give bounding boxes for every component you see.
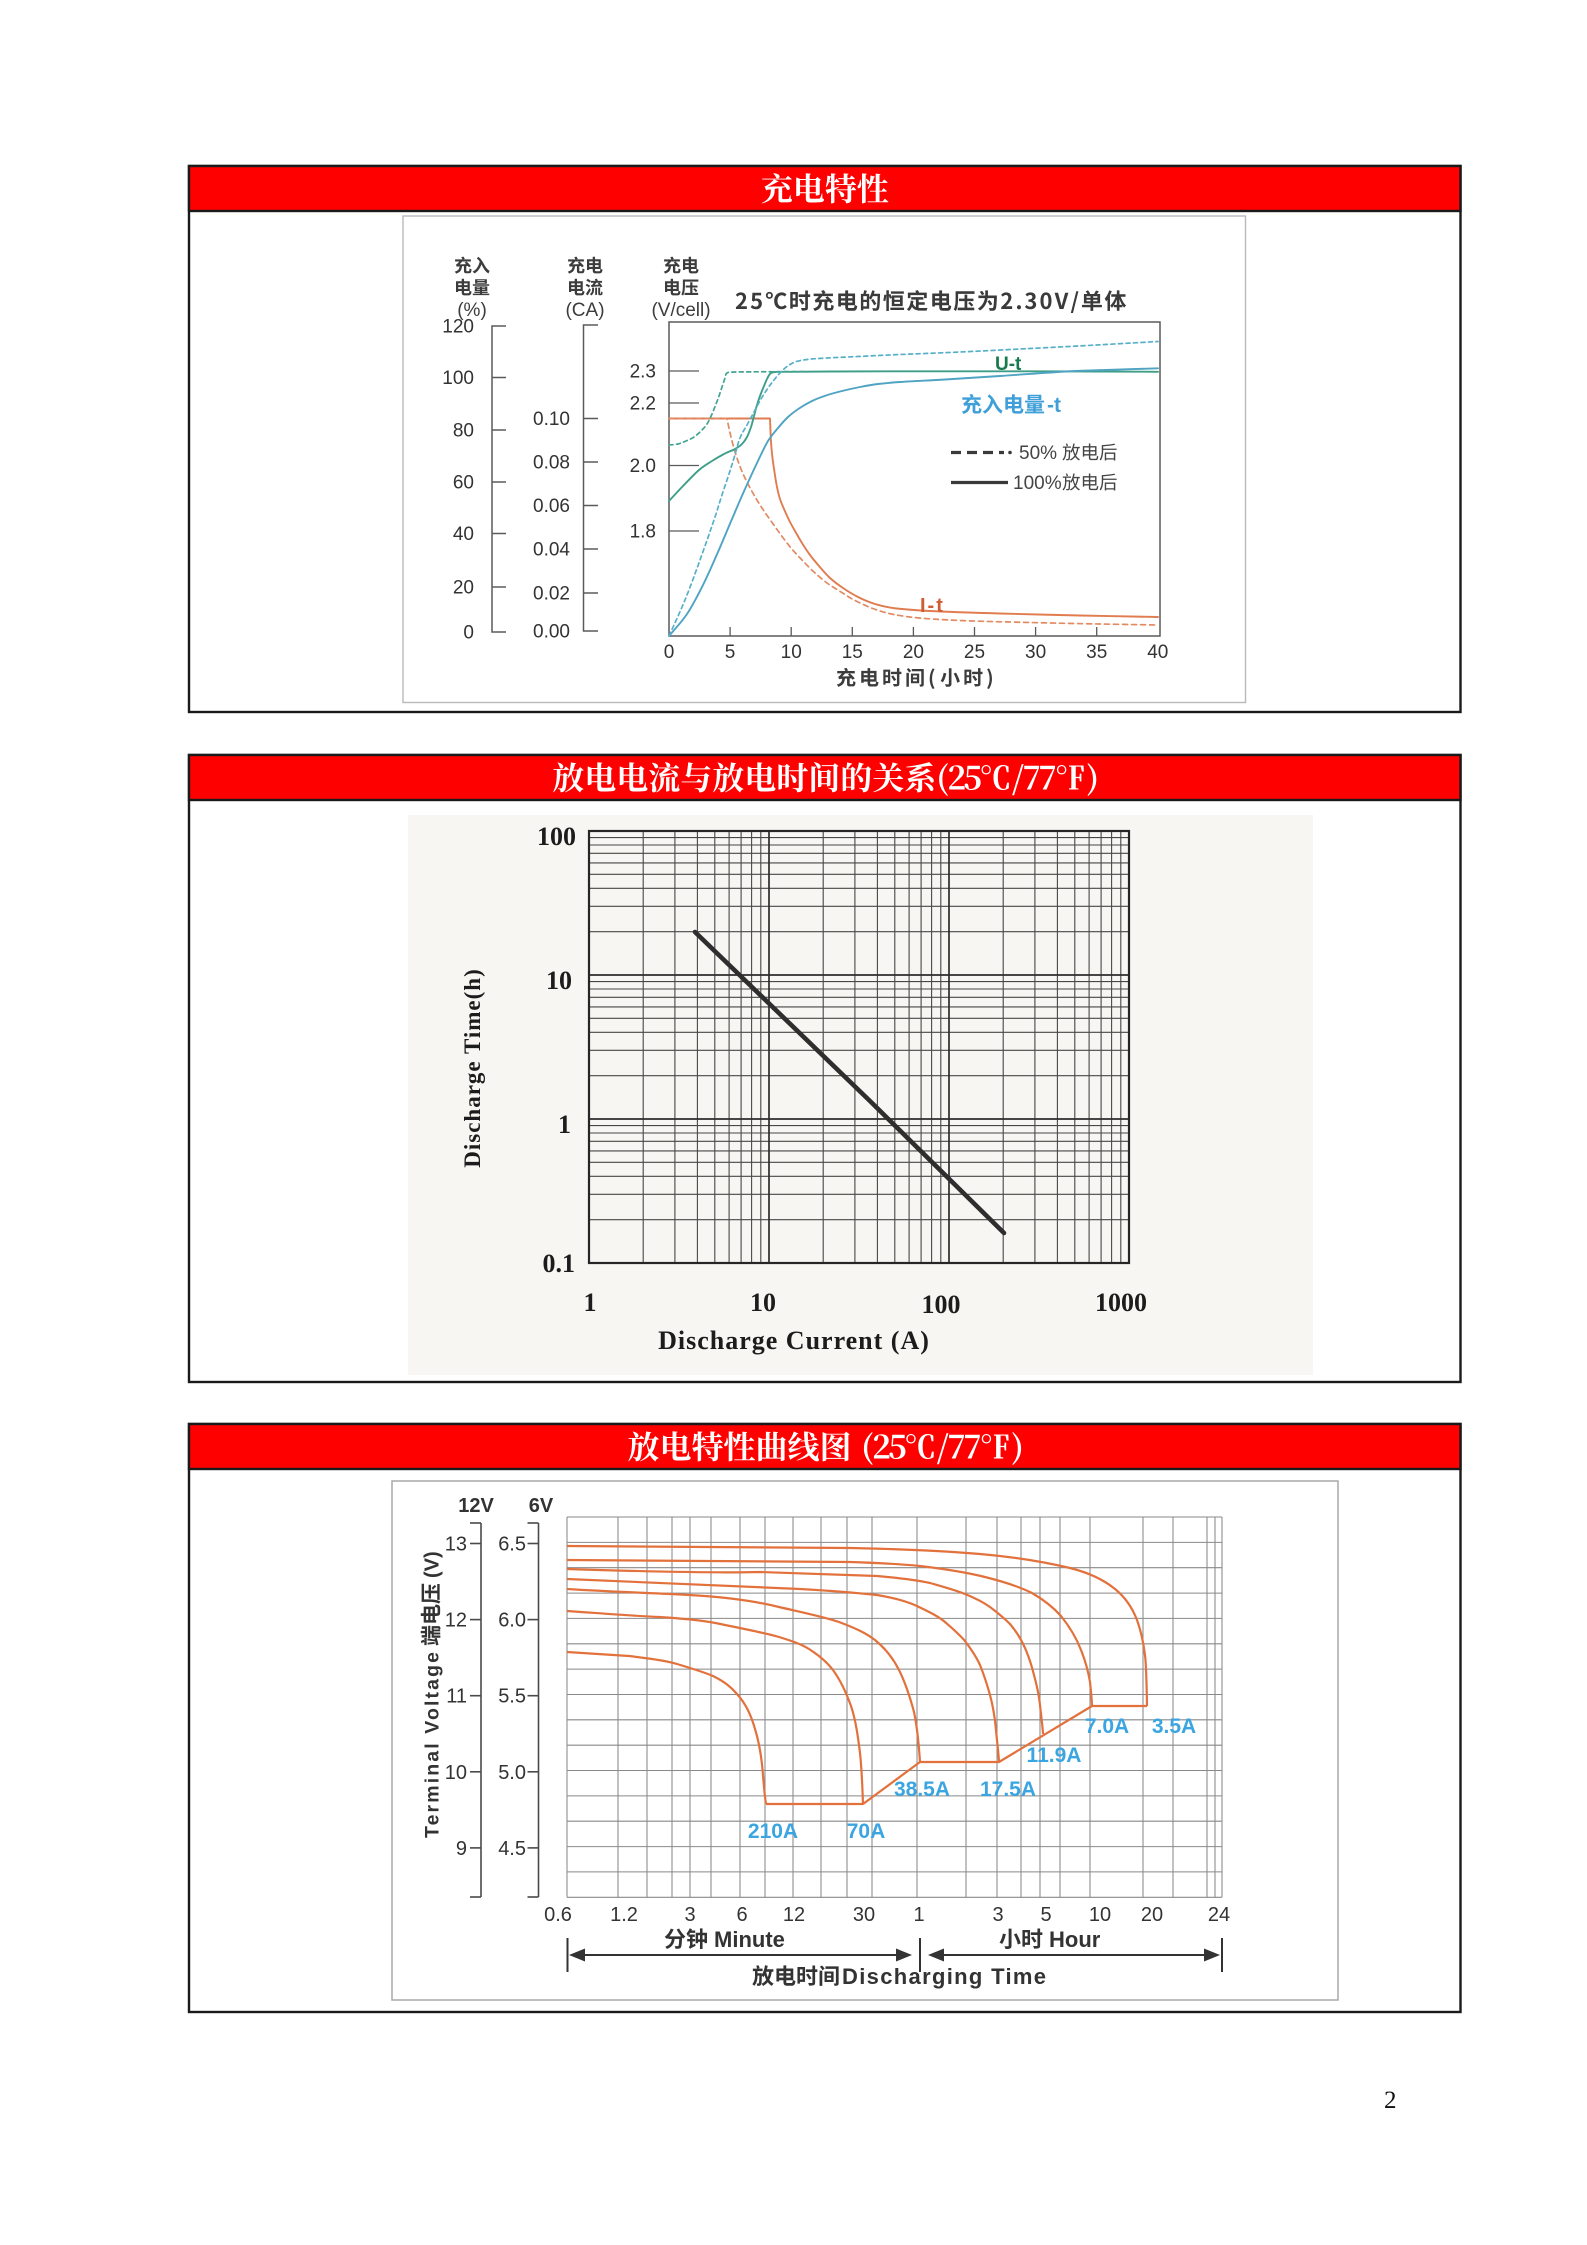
svg-text:6V: 6V — [529, 1495, 554, 1517]
svg-text:1.2: 1.2 — [610, 1904, 638, 1926]
svg-text:4.5: 4.5 — [498, 1838, 526, 1860]
svg-text:Hour: Hour — [1049, 1927, 1101, 1952]
svg-text:35: 35 — [1086, 642, 1107, 663]
svg-text:12: 12 — [783, 1904, 805, 1926]
svg-text:6: 6 — [736, 1904, 747, 1926]
svg-text:5.5: 5.5 — [498, 1686, 526, 1708]
svg-text:Minute: Minute — [714, 1927, 785, 1952]
svg-text:3: 3 — [684, 1904, 695, 1926]
svg-text:(V): (V) — [422, 1551, 444, 1578]
svg-text:2: 2 — [1384, 2087, 1397, 2114]
svg-text:(V/cell): (V/cell) — [651, 300, 710, 321]
svg-text:0.06: 0.06 — [533, 496, 570, 517]
svg-text:5.0: 5.0 — [498, 1762, 526, 1784]
svg-text:210A: 210A — [748, 1820, 798, 1843]
svg-text:6.5: 6.5 — [498, 1534, 526, 1556]
svg-text:100: 100 — [442, 368, 474, 389]
svg-text:Terminal Voltage: Terminal Voltage — [422, 1652, 444, 1838]
svg-text:5: 5 — [725, 642, 736, 663]
svg-text:Discharging Time: Discharging Time — [842, 1964, 1046, 1989]
svg-text:1: 1 — [558, 1110, 571, 1139]
svg-text:6.0: 6.0 — [498, 1610, 526, 1632]
svg-text:5: 5 — [1040, 1904, 1051, 1926]
svg-text:17.5A: 17.5A — [980, 1778, 1036, 1801]
svg-text:0: 0 — [664, 642, 675, 663]
svg-text:30: 30 — [1025, 642, 1046, 663]
svg-text:11: 11 — [446, 1686, 467, 1708]
svg-text:0.08: 0.08 — [533, 453, 570, 474]
svg-text:0.00: 0.00 — [533, 622, 570, 643]
svg-text:I-t: I-t — [920, 595, 945, 617]
svg-text:0.6: 0.6 — [544, 1904, 572, 1926]
svg-text:Discharge Current (A): Discharge Current (A) — [658, 1326, 930, 1355]
svg-text:10: 10 — [781, 642, 802, 663]
svg-text:20: 20 — [1141, 1904, 1163, 1926]
svg-text:10: 10 — [1089, 1904, 1111, 1926]
svg-text:50%: 50% — [1019, 443, 1057, 464]
svg-text:0: 0 — [463, 623, 474, 644]
svg-text:40: 40 — [1147, 642, 1168, 663]
svg-text:40: 40 — [453, 524, 474, 545]
svg-text:11.9A: 11.9A — [1027, 1744, 1082, 1767]
svg-text:15: 15 — [842, 642, 863, 663]
svg-text:2.3: 2.3 — [630, 362, 656, 383]
svg-text:2.0: 2.0 — [630, 456, 656, 477]
svg-text:(CA): (CA) — [565, 300, 604, 321]
svg-text:120: 120 — [442, 317, 474, 338]
svg-text:38.5A: 38.5A — [894, 1778, 950, 1801]
svg-text:3: 3 — [992, 1904, 1003, 1926]
svg-text:60: 60 — [453, 473, 474, 494]
svg-text:Discharge Time(h): Discharge Time(h) — [460, 968, 485, 1168]
svg-text:7.0A: 7.0A — [1085, 1715, 1129, 1738]
svg-text:1000: 1000 — [1095, 1288, 1147, 1317]
svg-text:100: 100 — [922, 1290, 961, 1319]
svg-text:10: 10 — [546, 966, 572, 995]
svg-text:100: 100 — [537, 822, 576, 851]
svg-text:-t: -t — [1047, 394, 1061, 417]
svg-text:U-t: U-t — [995, 354, 1022, 375]
svg-text:0.1: 0.1 — [543, 1249, 576, 1278]
svg-text:100%: 100% — [1013, 473, 1062, 494]
svg-text:13: 13 — [445, 1534, 467, 1556]
svg-text:1: 1 — [913, 1904, 924, 1926]
svg-text:80: 80 — [453, 421, 474, 442]
svg-text:24: 24 — [1208, 1904, 1230, 1926]
svg-text:30: 30 — [853, 1904, 875, 1926]
svg-text:(%): (%) — [457, 300, 487, 321]
svg-text:20: 20 — [453, 578, 474, 599]
svg-text:10: 10 — [445, 1762, 467, 1784]
svg-text:3.5A: 3.5A — [1152, 1715, 1196, 1738]
svg-text:70A: 70A — [847, 1820, 886, 1843]
svg-text:1.8: 1.8 — [630, 522, 656, 543]
svg-text:0.02: 0.02 — [533, 584, 570, 605]
svg-text:9: 9 — [456, 1838, 467, 1860]
svg-text:12V: 12V — [458, 1495, 494, 1517]
svg-text:1: 1 — [584, 1288, 597, 1317]
svg-text:20: 20 — [903, 642, 924, 663]
svg-text:0.10: 0.10 — [533, 409, 570, 430]
svg-text:0.04: 0.04 — [533, 540, 570, 561]
svg-text:2.2: 2.2 — [630, 394, 656, 415]
svg-text:10: 10 — [750, 1288, 776, 1317]
svg-text:12: 12 — [445, 1610, 467, 1632]
svg-text:25: 25 — [964, 642, 985, 663]
